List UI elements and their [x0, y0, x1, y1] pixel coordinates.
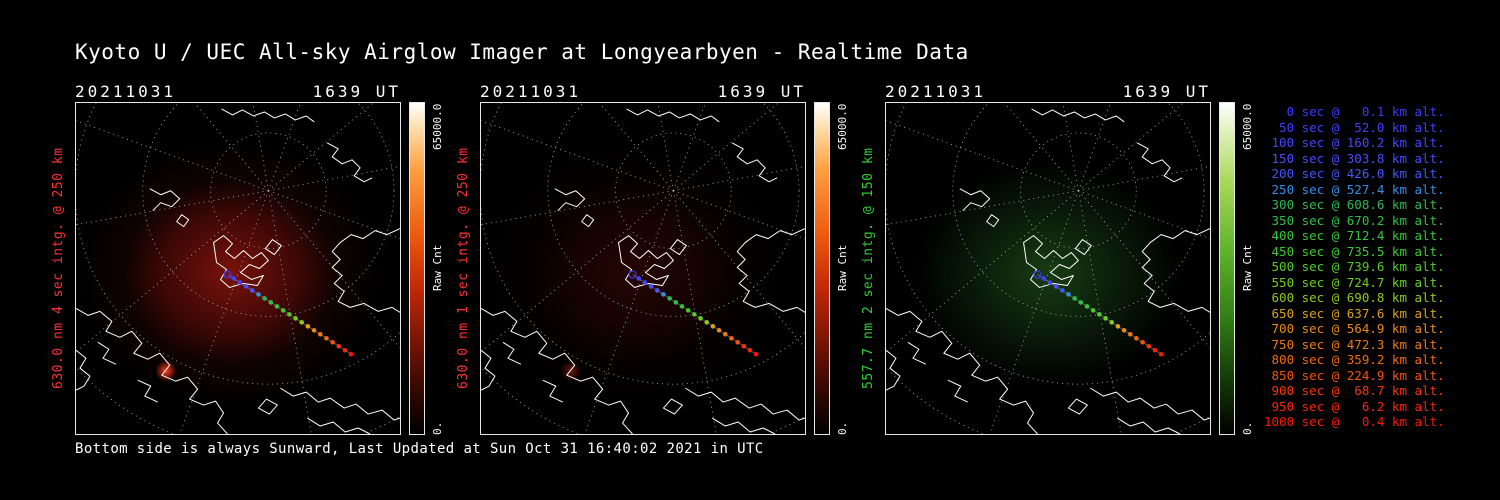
colorbar-max-label: 65000.0 — [1241, 103, 1254, 150]
panel-y-axis-label: 557.7 nm 2 sec intg. @ 150 km — [861, 147, 876, 390]
colorbar — [1219, 102, 1235, 435]
panel-time: 1639 UT — [717, 82, 806, 101]
panel-date: 20211031 — [885, 82, 987, 101]
legend-row: 950 sec @ 6.2 km alt. — [1264, 398, 1445, 414]
track-legend: 0 sec @ 0.1 km alt. 50 sec @ 52.0 km alt… — [1264, 104, 1445, 430]
airglow-bright-spot — [156, 361, 176, 381]
airglow-emission-region — [916, 161, 1181, 386]
page-title: Kyoto U / UEC All-sky Airglow Imager at … — [75, 40, 969, 64]
panel-y-axis-label: 630.0 nm 4 sec intg. @ 250 km — [51, 147, 66, 390]
legend-row: 250 sec @ 527.4 km alt. — [1264, 181, 1445, 197]
colorbar-title: Raw Cnt — [431, 244, 444, 291]
colorbar-max-label: 65000.0 — [431, 103, 444, 150]
panel-date: 20211031 — [75, 82, 177, 101]
legend-row: 350 sec @ 670.2 km alt. — [1264, 212, 1445, 228]
footer-note: Bottom side is always Sunward, Last Upda… — [75, 441, 764, 457]
allsky-map — [75, 102, 401, 435]
colorbar-title: Raw Cnt — [1241, 244, 1254, 291]
legend-row: 850 sec @ 224.9 km alt. — [1264, 367, 1445, 383]
legend-row: 400 sec @ 712.4 km alt. — [1264, 228, 1445, 243]
colorbar-min-label: 0. — [1241, 421, 1254, 435]
legend-row: 700 sec @ 564.9 km alt. — [1264, 321, 1445, 336]
legend-row: 600 sec @ 690.8 km alt. — [1264, 290, 1445, 305]
legend-row: 900 sec @ 68.7 km alt. — [1264, 383, 1445, 398]
colorbar-max-label: 65000.0 — [836, 103, 849, 150]
satellite-track — [628, 270, 759, 357]
panel-green-557nm-2sec: 20211031 1639 UT 557.7 nm 2 sec intg. @ … — [861, 82, 1265, 458]
map-overlay — [481, 103, 805, 434]
legend-row: 100 sec @ 160.2 km alt. — [1264, 135, 1445, 150]
legend-row: 200 sec @ 426.0 km alt. — [1264, 166, 1445, 181]
legend-row: 0 sec @ 0.1 km alt. — [1264, 104, 1445, 119]
colorbar-min-label: 0. — [431, 421, 444, 435]
allsky-map — [885, 102, 1211, 435]
panel-date: 20211031 — [480, 82, 582, 101]
legend-row: 1000 sec @ 0.4 km alt. — [1264, 414, 1445, 429]
colorbar-min-label: 0. — [836, 421, 849, 435]
airglow-bright-spot — [561, 361, 581, 381]
panel-time: 1639 UT — [312, 82, 401, 101]
legend-row: 750 sec @ 472.3 km alt. — [1264, 336, 1445, 352]
map-overlay — [886, 103, 1210, 434]
legend-row: 500 sec @ 739.6 km alt. — [1264, 259, 1445, 274]
legend-row: 450 sec @ 735.5 km alt. — [1264, 243, 1445, 259]
panel-y-axis-label: 630.0 nm 1 sec intg. @ 250 km — [456, 147, 471, 390]
legend-row: 50 sec @ 52.0 km alt. — [1264, 119, 1445, 135]
legend-row: 800 sec @ 359.2 km alt. — [1264, 352, 1445, 367]
panel-red-630nm-1sec: 20211031 1639 UT 630.0 nm 1 sec intg. @ … — [456, 82, 860, 458]
satellite-track — [1033, 270, 1164, 357]
panel-red-630nm-4sec: 20211031 1639 UT 630.0 nm 4 sec intg. @ … — [51, 82, 455, 458]
colorbar — [409, 102, 425, 435]
legend-row: 300 sec @ 608.6 km alt. — [1264, 197, 1445, 212]
allsky-map — [480, 102, 806, 435]
legend-row: 550 sec @ 724.7 km alt. — [1264, 274, 1445, 290]
legend-row: 650 sec @ 637.6 km alt. — [1264, 305, 1445, 321]
panel-header: 20211031 1639 UT — [480, 82, 806, 101]
panel-time: 1639 UT — [1122, 82, 1211, 101]
panel-header: 20211031 1639 UT — [885, 82, 1211, 101]
colorbar-title: Raw Cnt — [836, 244, 849, 291]
panel-header: 20211031 1639 UT — [75, 82, 401, 101]
map-overlay — [76, 103, 400, 434]
satellite-track — [223, 270, 354, 357]
colorbar — [814, 102, 830, 435]
legend-row: 150 sec @ 303.8 km alt. — [1264, 150, 1445, 166]
